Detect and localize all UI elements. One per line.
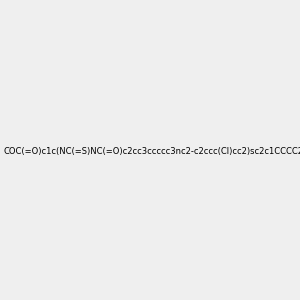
Text: COC(=O)c1c(NC(=S)NC(=O)c2cc3ccccc3nc2-c2ccc(Cl)cc2)sc2c1CCCC2: COC(=O)c1c(NC(=S)NC(=O)c2cc3ccccc3nc2-c2… — [4, 147, 300, 156]
